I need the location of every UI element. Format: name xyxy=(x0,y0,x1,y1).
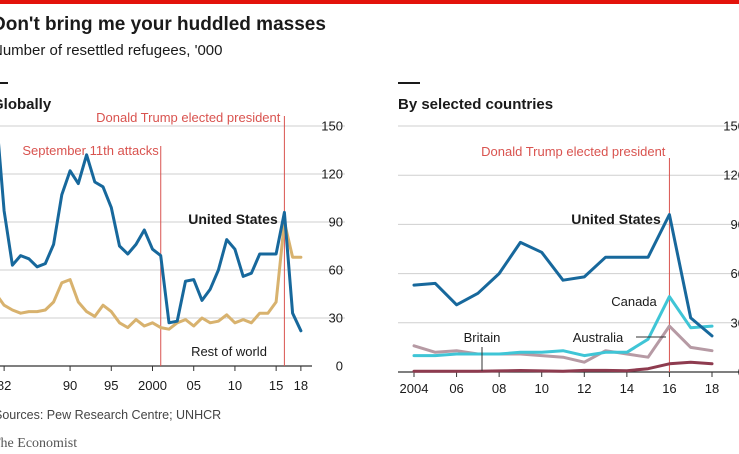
x-tick-label: 06 xyxy=(449,381,463,396)
y-tick-label: 30 xyxy=(731,315,739,330)
x-tick-label: 14 xyxy=(620,381,634,396)
chart-title: Don't bring me your huddled masses xyxy=(0,14,326,35)
annotation-label-trump-left: Donald Trump elected president xyxy=(96,110,281,125)
chart-subtitle: Number of resettled refugees, '000 xyxy=(0,42,223,59)
y-tick-label: 60 xyxy=(329,263,343,278)
series-line-britain xyxy=(412,360,714,373)
series-label-rest-of-world: Rest of world xyxy=(191,344,267,359)
y-tick-label: 120 xyxy=(723,168,739,183)
panel-right-rule xyxy=(398,82,420,84)
annotation-label-trump-right: Donald Trump elected president xyxy=(481,144,666,159)
series-label-britain: Britain xyxy=(464,330,501,345)
panel-left-title: Globally xyxy=(0,96,52,113)
source-note: Sources: Pew Research Centre; UNHCR xyxy=(0,408,222,422)
series-label-united-states-countries: United States xyxy=(571,211,661,227)
y-tick-label: 150 xyxy=(723,119,739,134)
x-tick-label: 90 xyxy=(63,378,77,393)
y-tick-label: 0 xyxy=(738,365,739,380)
y-tick-label: 120 xyxy=(321,167,343,182)
series-line-rest-of-world xyxy=(0,220,303,331)
series-line-united-states-countries xyxy=(412,213,714,338)
series-label-canada: Canada xyxy=(611,294,657,309)
x-tick-label: 08 xyxy=(492,381,506,396)
y-tick-label: 90 xyxy=(329,215,343,230)
series-label-australia: Australia xyxy=(573,330,624,345)
x-tick-label: 2000 xyxy=(138,378,167,393)
series-line-united-states-global xyxy=(0,142,303,333)
panel-right-title: By selected countries xyxy=(398,96,554,113)
y-tick-label: 0 xyxy=(336,359,343,374)
x-tick-label: 10 xyxy=(228,378,242,393)
x-tick-label: 15 xyxy=(269,378,283,393)
x-tick-label: 16 xyxy=(662,381,676,396)
series-line-canada xyxy=(412,295,714,358)
series-label-united-states-global: United States xyxy=(188,211,278,227)
x-tick-label: 2004 xyxy=(400,381,429,396)
panel-left-rule xyxy=(0,82,8,84)
series-line-australia xyxy=(412,324,714,364)
top-accent-rule xyxy=(0,0,739,4)
annotation-label-sept-11: September 11th attacks xyxy=(22,143,159,158)
x-tick-label: 05 xyxy=(186,378,200,393)
x-tick-label: 82 xyxy=(0,378,11,393)
y-tick-label: 90 xyxy=(731,217,739,232)
y-tick-label: 30 xyxy=(329,311,343,326)
y-tick-label: 60 xyxy=(731,266,739,281)
publisher-logo: The Economist xyxy=(0,436,78,451)
x-tick-label: 18 xyxy=(294,378,308,393)
x-tick-label: 95 xyxy=(104,378,118,393)
x-tick-label: 10 xyxy=(534,381,548,396)
x-tick-label: 12 xyxy=(577,381,591,396)
x-tick-label: 18 xyxy=(705,381,719,396)
y-tick-label: 150 xyxy=(321,119,343,134)
